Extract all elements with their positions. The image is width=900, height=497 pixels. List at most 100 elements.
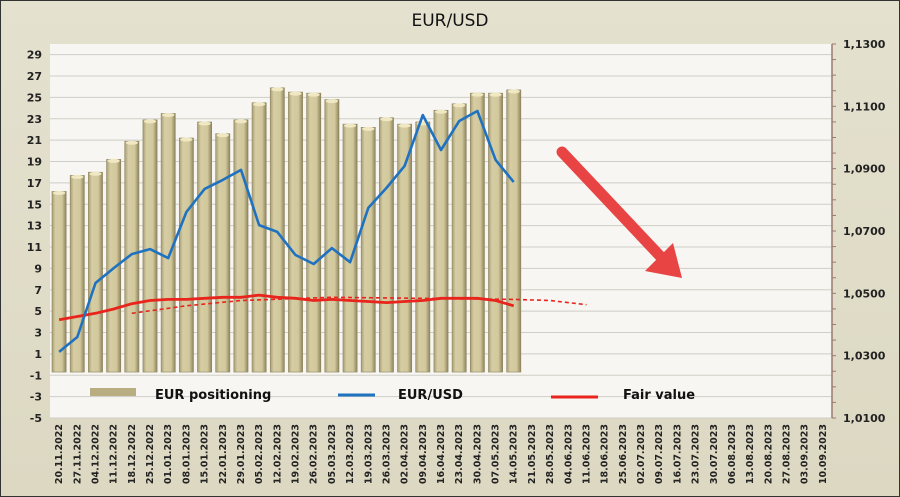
y-left-tick-label: 1 [34,348,42,361]
bar-eur-positioning [469,92,485,373]
x-tick-label: 25.12.2022 [145,424,156,484]
x-tick-label: 26.02.2023 [309,424,320,484]
x-tick-label: 12.02.2023 [272,424,283,484]
x-tick-label: 08.01.2023 [181,424,192,484]
y-left-tick-label: 23 [27,113,42,126]
bar-cap [180,137,193,142]
bar-eur-positioning [288,91,303,373]
x-tick-label: 27.08.2023 [782,424,793,484]
bar-cap [362,126,375,131]
legend: EUR positioning EUR/USD Fair value [90,388,695,403]
bar-cap [253,102,266,107]
bar-cap [289,91,302,96]
bar-eur-positioning [397,123,413,373]
x-tick-label: 23.07.2023 [691,424,702,484]
bar-cap [71,174,84,179]
bar-eur-positioning [360,127,376,373]
bar-cap [216,133,229,138]
bar-cap [89,171,102,176]
bar-eur-positioning [379,117,394,373]
fair-value-line [58,293,515,322]
bar-eur-positioning [506,89,522,373]
bar-eur-positioning [51,191,67,373]
legend-label-eur-usd: EUR/USD [398,388,463,403]
x-tick-label: 16.07.2023 [672,424,683,484]
x-tick-label: 06.08.2023 [727,424,738,484]
bar-cap [271,87,284,92]
x-tick-label: 18.06.2023 [600,424,611,484]
y-left-tick-label: -5 [30,412,42,425]
x-tick-label: 26.03.2023 [381,424,392,484]
bar-eur-positioning [88,171,103,373]
y-right-tick-label: 1,0500 [843,287,886,300]
bar-cap [307,92,320,97]
bar-cap [143,119,157,124]
y-left-tick-label: 27 [27,70,42,83]
x-tick-label: 04.06.2023 [563,424,574,484]
bar-cap [380,117,393,122]
x-tick-label: 20.11.2022 [54,424,65,484]
x-tick-label: 12.03.2023 [345,424,356,484]
legend-label-fair-value: Fair value [623,388,695,403]
eur-usd-line [58,109,515,353]
x-tick-label: 30.07.2023 [709,424,720,484]
x-tick-label: 13.08.2023 [745,424,756,484]
x-tick-label: 16.04.2023 [436,424,447,484]
y-right-tick-label: 1,0300 [843,350,886,363]
bar-cap [162,112,175,117]
bar-cap [434,109,448,114]
bar-eur-positioning [142,119,158,373]
x-tick-label: 02.07.2023 [636,424,647,484]
bar-eur-positioning [215,133,231,373]
bar-cap [343,123,357,128]
x-tick-label: 15.01.2023 [200,424,211,484]
bar-cap [453,103,466,108]
y-left-tick-label: 13 [27,220,42,233]
bar-eur-positioning [306,92,322,373]
x-tick-label: 05.03.2023 [327,424,338,484]
bar-eur-positioning [179,137,194,373]
x-tick-label: 11.12.2022 [109,424,120,484]
bar-eur-positioning [197,121,212,373]
x-tick-label: 22.01.2023 [218,424,229,484]
x-tick-label: 05.02.2023 [254,424,265,484]
bar-cap [107,158,120,163]
bar-cap [398,123,411,128]
bar-eur-positioning [415,121,431,373]
y-left-tick-label: -1 [30,369,42,382]
x-tick-label: 19.03.2023 [363,424,374,484]
y-right-tick-label: 1,0900 [843,163,886,176]
x-tick-label: 10.09.2023 [818,424,829,484]
bar-eur-positioning [251,102,267,373]
y-right-tick-label: 1,0700 [843,225,886,238]
x-tick-label: 23.04.2023 [454,424,465,484]
x-tick-label: 03.09.2023 [800,424,811,484]
chart-title: EUR/USD [411,11,488,31]
x-tick-label: 01.01.2023 [163,424,174,484]
x-tick-label: 09.07.2023 [654,424,665,484]
y-left-tick-label: 11 [27,241,42,254]
bar-cap [125,140,138,145]
trend-arrow-annotation [556,146,682,278]
bar-eur-positioning [324,99,340,373]
x-tick-label: 04.12.2022 [90,424,101,484]
bar-cap [198,121,211,126]
x-tick-label: 29.01.2023 [236,424,247,484]
y-right-tick-label: 1,1300 [843,38,886,51]
x-tick-label: 11.06.2023 [581,424,592,484]
y-left-tick-label: -3 [30,391,42,404]
x-tick-label: 02.04.2023 [400,424,411,484]
legend-label-eur-positioning: EUR positioning [155,388,271,403]
bar-cap [489,92,502,97]
y-left-tick-label: 3 [34,327,42,340]
y-left-tick-label: 5 [34,305,42,318]
bar-eur-positioning [233,119,249,373]
y-left-tick-label: 7 [34,284,42,297]
bar-eur-positioning [451,103,467,373]
bar-cap [234,119,248,124]
x-tick-label: 19.02.2023 [291,424,302,484]
bar-cap [471,92,484,97]
y-right-tick-label: 1,1100 [843,100,886,113]
bar-cap [507,89,520,94]
